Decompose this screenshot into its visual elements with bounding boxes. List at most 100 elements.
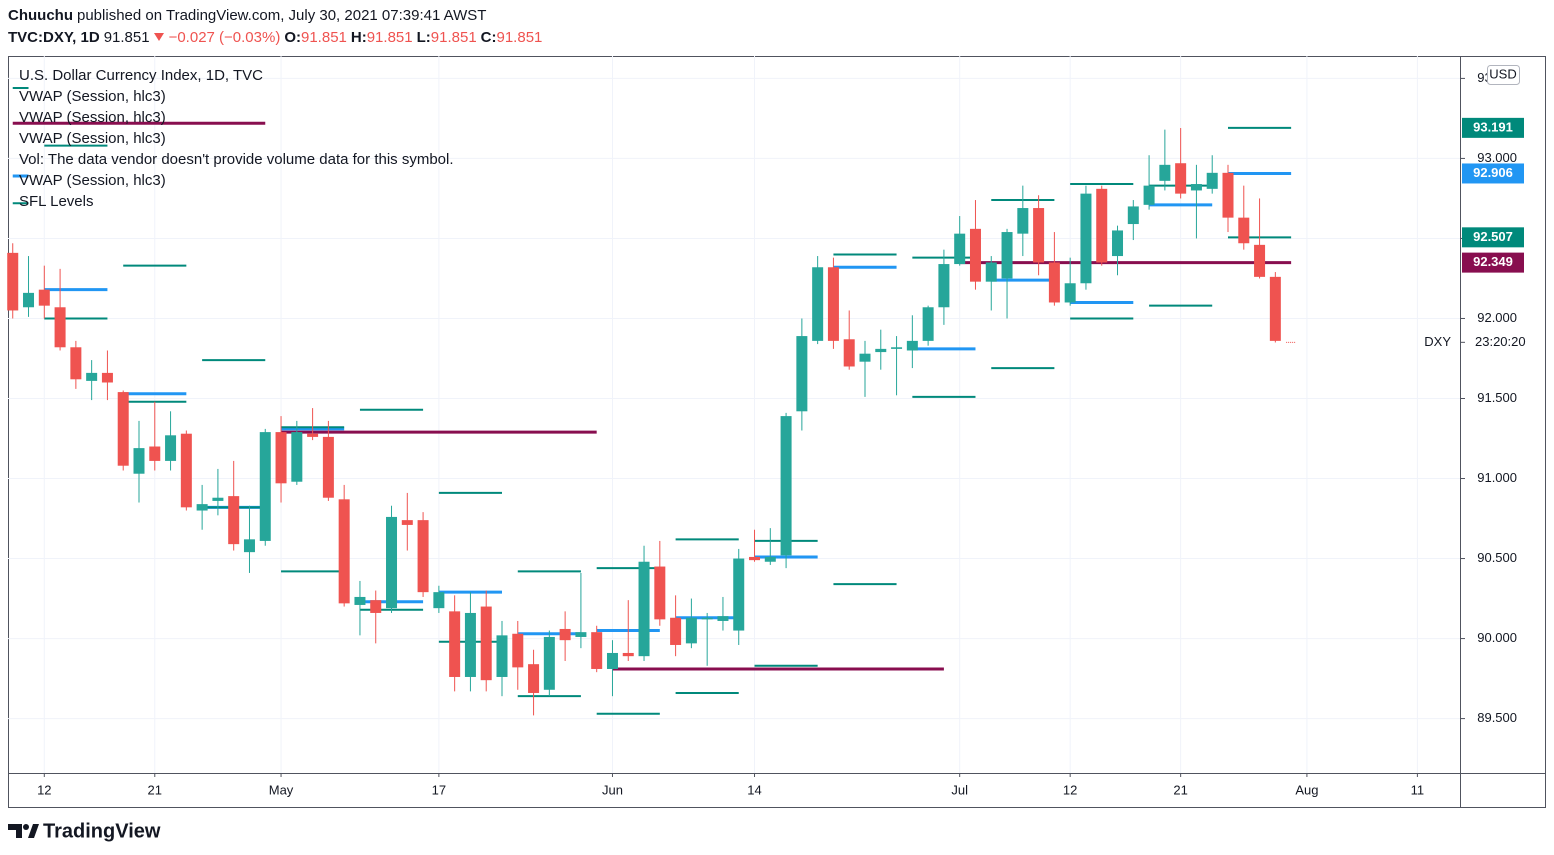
candle-body [1112, 230, 1124, 257]
quote-line: TVC:DXY, 1D 91.851 −0.027 (−0.03%) O:91.851… [8, 27, 542, 49]
x-tick-label: Aug [1295, 782, 1318, 797]
indicator: VWAP (Session, hlc3) [19, 109, 166, 126]
candle-body [559, 628, 571, 641]
candle-body [875, 348, 887, 353]
x-tick-label: 17 [432, 782, 446, 797]
last-price: 91.851 [103, 29, 150, 46]
candle-body [1175, 163, 1187, 194]
candle-body [1127, 206, 1139, 225]
candle-body [133, 448, 145, 474]
x-tick-label: 12 [1063, 782, 1077, 797]
x-tick-label: 21 [1173, 782, 1187, 797]
price-tag [1462, 163, 1524, 184]
candle-body [433, 592, 445, 609]
ohlc-value: 91.851 [366, 29, 413, 46]
candle-body [985, 262, 997, 282]
indicator: VWAP (Session, hlc3) [19, 130, 166, 147]
candle-body [969, 228, 981, 282]
candle-body [1269, 276, 1281, 341]
candle-body [1080, 193, 1092, 284]
price-tag-label: 92.349 [1473, 254, 1513, 269]
candle-body [591, 632, 603, 669]
ohlc-value: 91.851 [301, 29, 347, 46]
logo-slash [28, 824, 39, 838]
logo-mark [8, 824, 22, 838]
y-tick-label: 91.000 [1477, 470, 1517, 485]
candle-body [354, 596, 366, 605]
candle-body [117, 392, 129, 466]
currency: USD [1489, 66, 1516, 81]
candle-body [1143, 185, 1155, 205]
candle-body [1048, 262, 1060, 303]
x-tick-label: 12 [37, 782, 51, 797]
published: published on TradingView.com, July 30, 2… [77, 7, 487, 24]
price-tag [1462, 252, 1524, 273]
candle-body [749, 556, 761, 561]
x-tick-label: 11 [1411, 782, 1425, 797]
indicator: VWAP (Session, hlc3) [19, 172, 166, 189]
logo-dot [23, 824, 29, 830]
candles [7, 128, 1297, 716]
candle-body [196, 504, 208, 511]
candle-body [796, 336, 808, 412]
candle-body [1096, 188, 1108, 263]
candle-body [622, 652, 634, 657]
candle-body [1001, 232, 1013, 279]
candle-body [23, 292, 35, 308]
candle-body [638, 561, 650, 657]
candle-body [685, 617, 697, 644]
candle-body [180, 433, 192, 508]
candle-body [938, 264, 950, 308]
candle-body [70, 347, 82, 380]
y-tick-label: 90.500 [1477, 550, 1517, 565]
price-tag-label: 92.906 [1473, 165, 1513, 180]
brand: TradingView [43, 820, 161, 842]
levels [12, 87, 1292, 715]
candle-body [243, 539, 255, 553]
candle-body [449, 611, 461, 677]
candle-body [401, 520, 413, 525]
candle-body [1206, 172, 1218, 189]
price-tag-label: 93.191 [1473, 119, 1513, 134]
currency-box [1487, 65, 1520, 85]
candle-body [7, 252, 19, 311]
y-tick-label: 91.500 [1477, 390, 1517, 405]
candle-body [291, 432, 303, 482]
candle-body [512, 633, 524, 668]
x-tick-label: 21 [148, 782, 162, 797]
indicator: SFL Levels [19, 193, 93, 210]
ohlc-value: 91.851 [496, 29, 543, 46]
candle-body [528, 664, 540, 693]
candle-body [1238, 217, 1250, 244]
candle-body [543, 636, 555, 690]
price-tag [1462, 227, 1524, 248]
candle-body [322, 436, 334, 498]
ohlc-label: L: [416, 29, 431, 46]
candle-body [827, 267, 839, 341]
x-tick-label: May [269, 782, 294, 797]
candle-body [780, 416, 792, 556]
candle-body [38, 289, 50, 306]
candle-body [165, 435, 177, 461]
candle-body [275, 432, 287, 484]
indicator: Vol: The data vendor doesn't provide vol… [19, 151, 454, 168]
chart-frame [8, 56, 1546, 808]
y-tick-label: 92.000 [1477, 310, 1517, 325]
down-arrow [153, 33, 164, 41]
symbol-label: DXY [1424, 334, 1451, 349]
candle-body [1017, 208, 1029, 234]
grid [8, 56, 1460, 773]
candle-body [212, 497, 224, 501]
candle-body [149, 446, 161, 461]
price-tag [1462, 117, 1524, 138]
x-tick-label: Jul [951, 782, 968, 797]
candle-body [307, 433, 319, 437]
candle-body [1159, 164, 1171, 181]
candle-body [654, 566, 666, 620]
y-tick-label: 90.000 [1477, 630, 1517, 645]
candle-body [1190, 184, 1202, 191]
candle-body [228, 496, 240, 545]
candle-body [338, 499, 350, 604]
